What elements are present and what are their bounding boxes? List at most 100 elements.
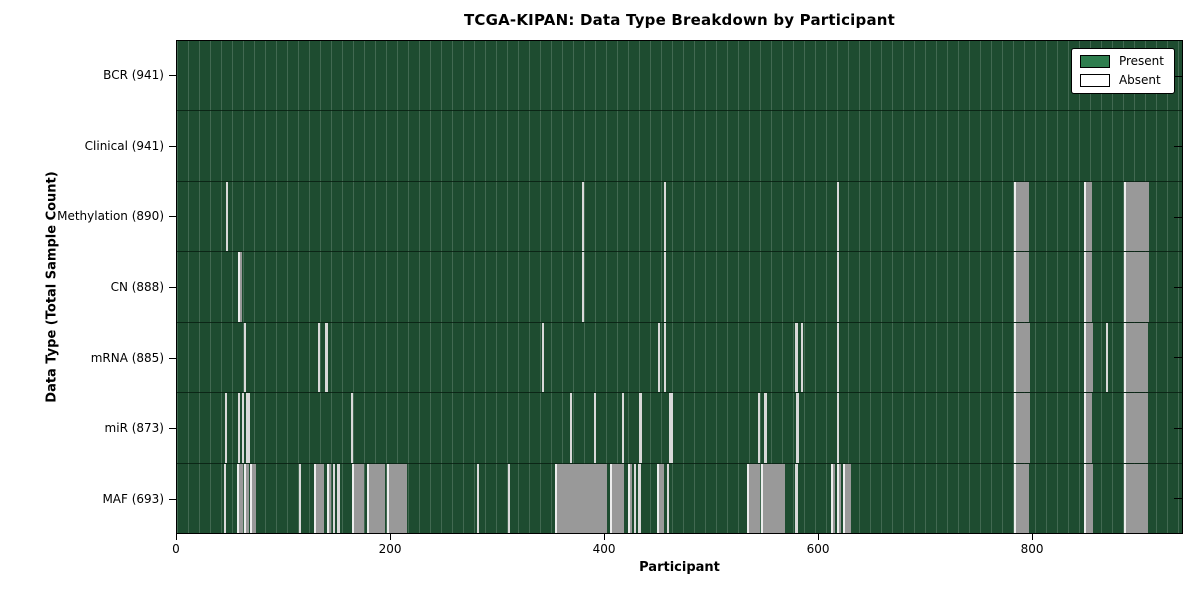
absent-band	[622, 393, 625, 463]
y-tick-label-maf: MAF (693)	[0, 463, 176, 534]
absent-band	[1014, 252, 1030, 322]
absent-band	[1106, 322, 1109, 393]
left-tick-mark	[169, 357, 176, 359]
heatmap-row-mrna	[177, 321, 1182, 393]
absent-band	[1124, 393, 1148, 463]
absent-band	[244, 322, 247, 393]
x-tick-mark	[604, 534, 606, 540]
absent-band	[837, 252, 840, 322]
absent-band	[638, 463, 641, 533]
absent-band	[667, 463, 670, 533]
plot-area: Present Absent	[176, 40, 1183, 534]
x-tick-label: 200	[378, 542, 402, 556]
x-tick-mark	[390, 534, 392, 540]
x-tick-mark	[818, 534, 820, 540]
absent-band	[236, 463, 244, 533]
legend-label: Absent	[1118, 73, 1161, 87]
legend-swatch	[1079, 74, 1110, 87]
heatmap-row-methylation	[177, 180, 1182, 252]
y-tick-label-clinical: Clinical (941)	[0, 111, 176, 182]
absent-band	[795, 463, 798, 533]
heatmap-row-cn	[177, 251, 1182, 322]
absent-band	[1083, 322, 1094, 393]
absent-band	[593, 393, 596, 463]
legend-item-absent: Absent	[1079, 73, 1164, 87]
absent-band	[657, 322, 660, 393]
legend: Present Absent	[1070, 48, 1175, 94]
absent-band	[367, 463, 386, 533]
absent-band	[313, 463, 325, 533]
y-tick-label-mir: miR (873)	[0, 393, 176, 464]
absent-band	[764, 393, 767, 463]
absent-band	[634, 463, 637, 533]
x-tick-label: 800	[1020, 542, 1044, 556]
absent-band	[795, 322, 798, 393]
absent-band	[1124, 322, 1148, 393]
absent-band	[1124, 181, 1149, 252]
absent-band	[237, 252, 243, 322]
absent-band	[796, 393, 799, 463]
heatmap-row-clinical	[177, 110, 1182, 181]
y-tick-label-bcr: BCR (941)	[0, 40, 176, 111]
chart-title: TCGA-KIPAN: Data Type Breakdown by Parti…	[463, 11, 896, 29]
left-tick-mark	[169, 145, 176, 147]
absent-band	[555, 463, 608, 533]
right-tick-mark	[1174, 427, 1182, 429]
x-tick-label: 0	[172, 542, 180, 556]
y-tick-label-text: Clinical (941)	[84, 138, 164, 153]
absent-band	[570, 393, 573, 463]
heatmap-row-bcr	[177, 41, 1182, 111]
x-tick-label: 600	[806, 542, 830, 556]
absent-band	[843, 463, 851, 533]
legend-item-present: Present	[1079, 54, 1164, 68]
absent-band	[837, 322, 840, 393]
right-tick-mark	[1174, 286, 1182, 288]
right-tick-mark	[1174, 75, 1182, 77]
absent-band	[226, 181, 229, 252]
left-tick-mark	[169, 428, 176, 430]
heatmap-row-maf	[177, 462, 1182, 533]
y-tick-label-text: BCR (941)	[103, 68, 164, 83]
y-tick-label-text: MAF (693)	[102, 491, 164, 506]
absent-band	[830, 463, 835, 533]
absent-band	[800, 322, 803, 393]
x-tick-mark	[1032, 534, 1034, 540]
absent-band	[747, 463, 761, 533]
absent-band	[1014, 181, 1030, 252]
left-tick-mark	[169, 287, 176, 289]
absent-band	[757, 393, 761, 463]
right-tick-mark	[1174, 357, 1182, 359]
absent-band	[837, 181, 840, 252]
y-tick-label-text: miR (873)	[104, 421, 164, 436]
absent-band	[325, 322, 328, 393]
left-tick-mark	[169, 498, 176, 500]
left-tick-mark	[169, 216, 176, 218]
right-tick-mark	[1174, 146, 1182, 148]
absent-band	[242, 393, 245, 463]
absent-band	[477, 463, 480, 533]
y-tick-label-text: Methylation (890)	[57, 209, 164, 224]
absent-band	[237, 393, 240, 463]
absent-band	[581, 252, 584, 322]
y-tick-label-methylation: Methylation (890)	[0, 181, 176, 252]
absent-band	[332, 463, 336, 533]
left-tick-mark	[169, 75, 176, 77]
absent-band	[1014, 463, 1030, 533]
x-axis-label: Participant	[639, 560, 720, 575]
absent-band	[326, 463, 331, 533]
y-axis-tick-labels: BCR (941) Clinical (941) Methylation (890)…	[0, 40, 176, 534]
absent-band	[298, 463, 301, 533]
absent-band	[508, 463, 511, 533]
absent-band	[1014, 322, 1031, 393]
absent-band	[225, 393, 228, 463]
legend-label: Present	[1118, 54, 1164, 68]
absent-band	[669, 393, 673, 463]
y-tick-label-text: mRNA (885)	[90, 350, 164, 365]
absent-band	[352, 463, 364, 533]
x-tick-label: 400	[592, 542, 616, 556]
absent-band	[246, 393, 250, 463]
legend-swatch	[1079, 55, 1110, 68]
absent-band	[656, 463, 664, 533]
absent-band	[761, 463, 785, 533]
heatmap-row-mir	[177, 392, 1182, 463]
